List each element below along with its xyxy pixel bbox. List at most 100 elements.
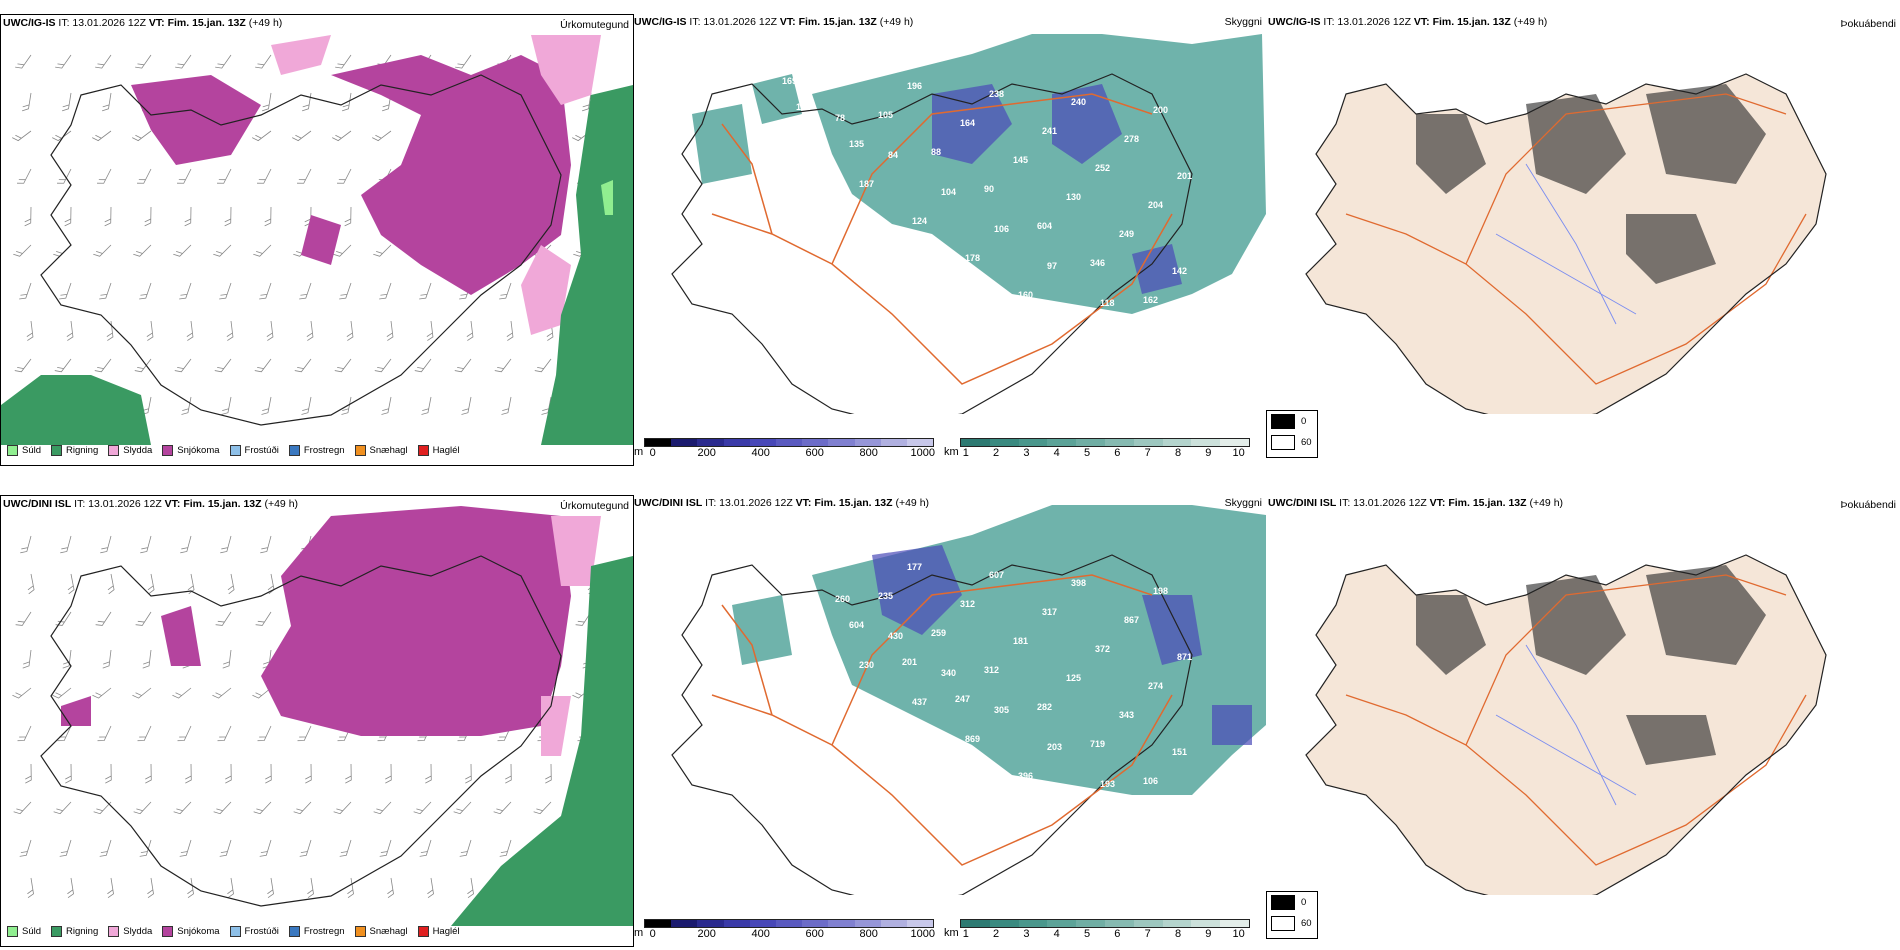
precip-type-panel-row2: UWC/DINI ISL IT: 13.01.2026 12Z VT: Fim.…: [0, 495, 634, 947]
colorbar-segment: [989, 439, 1019, 446]
wind-barb: [374, 358, 392, 373]
precip-legend-swatch: [229, 926, 241, 937]
wind-barb: [499, 839, 512, 857]
visibility-map: 170 260 430 340 305 203 193 198 242 230 437 869 396 3…: [671, 505, 1266, 895]
wind-barb: [219, 839, 232, 857]
wind-barb: [534, 358, 552, 373]
wind-barb: [219, 282, 232, 300]
precip-legend-label: Snjókoma: [177, 926, 220, 937]
lead-time: (+49 h): [879, 16, 914, 28]
wind-barb: [419, 839, 432, 857]
wind-barb: [20, 535, 32, 554]
visibility-value-label: 187: [859, 179, 874, 189]
wind-barb: [293, 801, 312, 815]
wind-barb: [139, 282, 152, 300]
fog-legend-swatch: [1271, 435, 1295, 450]
wind-barb: [101, 92, 112, 112]
sleet-area: [541, 516, 601, 756]
wind-barb: [305, 763, 312, 784]
visibility-value-label: 137: [806, 142, 821, 152]
visibility-value-label: 247: [955, 694, 970, 704]
wind-barb: [461, 396, 472, 415]
wind-barb: [54, 358, 72, 373]
colorbar-segment: [906, 439, 934, 446]
rain-area: [451, 556, 633, 926]
precip-legend-item: Haglél: [417, 445, 460, 456]
wind-barb: [346, 320, 354, 341]
wind-barb: [220, 535, 232, 554]
wind-barb: [92, 687, 112, 699]
model-name: UWC/IG-IS: [3, 17, 56, 29]
iceland-coast: [671, 73, 1193, 414]
precip-legend-swatch: [51, 445, 63, 456]
wind-barb: [19, 839, 32, 857]
wind-barb: [185, 763, 192, 784]
visibility-unit: km: [944, 927, 959, 939]
visibility-value-label: 130: [1066, 192, 1081, 202]
colorbar-tick-label: 2: [993, 447, 1000, 459]
wind-barb: [301, 396, 312, 415]
wind-barb: [254, 358, 272, 373]
fog-legend: 0 60: [1266, 410, 1318, 458]
wind-barb: [172, 687, 192, 699]
colorbar-tick-label: 1: [962, 447, 969, 459]
precip-legend-label: Rigning: [66, 926, 99, 937]
wind-barb: [173, 244, 192, 257]
wind-barb: [339, 282, 352, 300]
wind-barb: [221, 396, 232, 415]
precip-legend-item: Frostregn: [288, 926, 345, 937]
colorbar-segment: [645, 439, 672, 446]
wind-barb: [15, 54, 32, 69]
iceland-coast: [40, 555, 562, 907]
visibility-value-label: 372: [1095, 644, 1110, 654]
visibility-value-label: 317: [1042, 607, 1057, 617]
precip-legend-label: Snæhagl: [369, 926, 408, 937]
precip-legend-swatch: [51, 926, 63, 937]
colorbar-segment: [749, 439, 776, 446]
wind-barb: [334, 358, 352, 373]
colorbar-tick-label: 3: [1023, 447, 1030, 459]
wind-barb: [213, 244, 232, 257]
colorbar-segment: [1076, 920, 1105, 927]
precip-legend-swatch: [7, 926, 18, 937]
wind-barb: [226, 320, 234, 341]
colorbar-tick-label: 800: [859, 447, 878, 459]
precip-legend-swatch: [108, 445, 120, 456]
wind-barb: [419, 282, 432, 300]
snow-area: [131, 55, 571, 295]
colorbar-tick-label: 9: [1205, 447, 1212, 459]
colorbar-segment: [697, 920, 724, 927]
wind-barb: [413, 801, 432, 815]
precip-legend-item: Snjókoma: [162, 926, 220, 937]
precip-legend-item: Snæhagl: [354, 445, 408, 456]
colorbar-segment: [723, 439, 750, 446]
precip-legend-label: Rigning: [66, 445, 99, 456]
panel-header: UWC/IG-IS IT: 13.01.2026 12Z VT: Fim. 15…: [634, 16, 913, 28]
fog-legend-label: 60: [1301, 918, 1312, 929]
visibility-value-label: 244: [936, 282, 951, 292]
wind-barb: [494, 358, 512, 373]
colorbar-tick-label: 4: [1053, 447, 1060, 459]
colorbar-tick-label: 10: [1232, 447, 1245, 459]
colorbar-tick-label: 800: [859, 928, 878, 940]
wind-barb: [581, 92, 592, 112]
wind-barb: [61, 92, 72, 112]
colorbar-segment: [1047, 439, 1077, 446]
wind-barb: [427, 877, 434, 899]
wind-barb: [259, 282, 272, 300]
visibility-labels: 169 78 84 104 106 97 118 200 137 187 124 178 160 240 2…: [782, 76, 1192, 313]
colorbar-segment: [828, 920, 855, 927]
colorbar-tick-label: 2: [993, 928, 1000, 940]
wind-barb: [133, 801, 152, 815]
precip-legend-label: Snæhagl: [369, 445, 408, 456]
colorbar-segment: [1162, 439, 1192, 446]
precip-legend-label: Frostregn: [303, 445, 345, 456]
visibility-value-label: 198: [1153, 586, 1168, 596]
precip-legend: Súld Rigning Slydda Snjókoma Frostúði Frostre…: [7, 926, 460, 937]
visibility-value-label: 106: [1143, 776, 1158, 786]
wind-barb: [27, 877, 34, 899]
wind-barb: [265, 763, 272, 784]
precip-legend-item: Frostúði: [229, 445, 279, 456]
precip-legend-item: Snjókoma: [162, 445, 220, 456]
visibility-value-label: 312: [960, 599, 975, 609]
